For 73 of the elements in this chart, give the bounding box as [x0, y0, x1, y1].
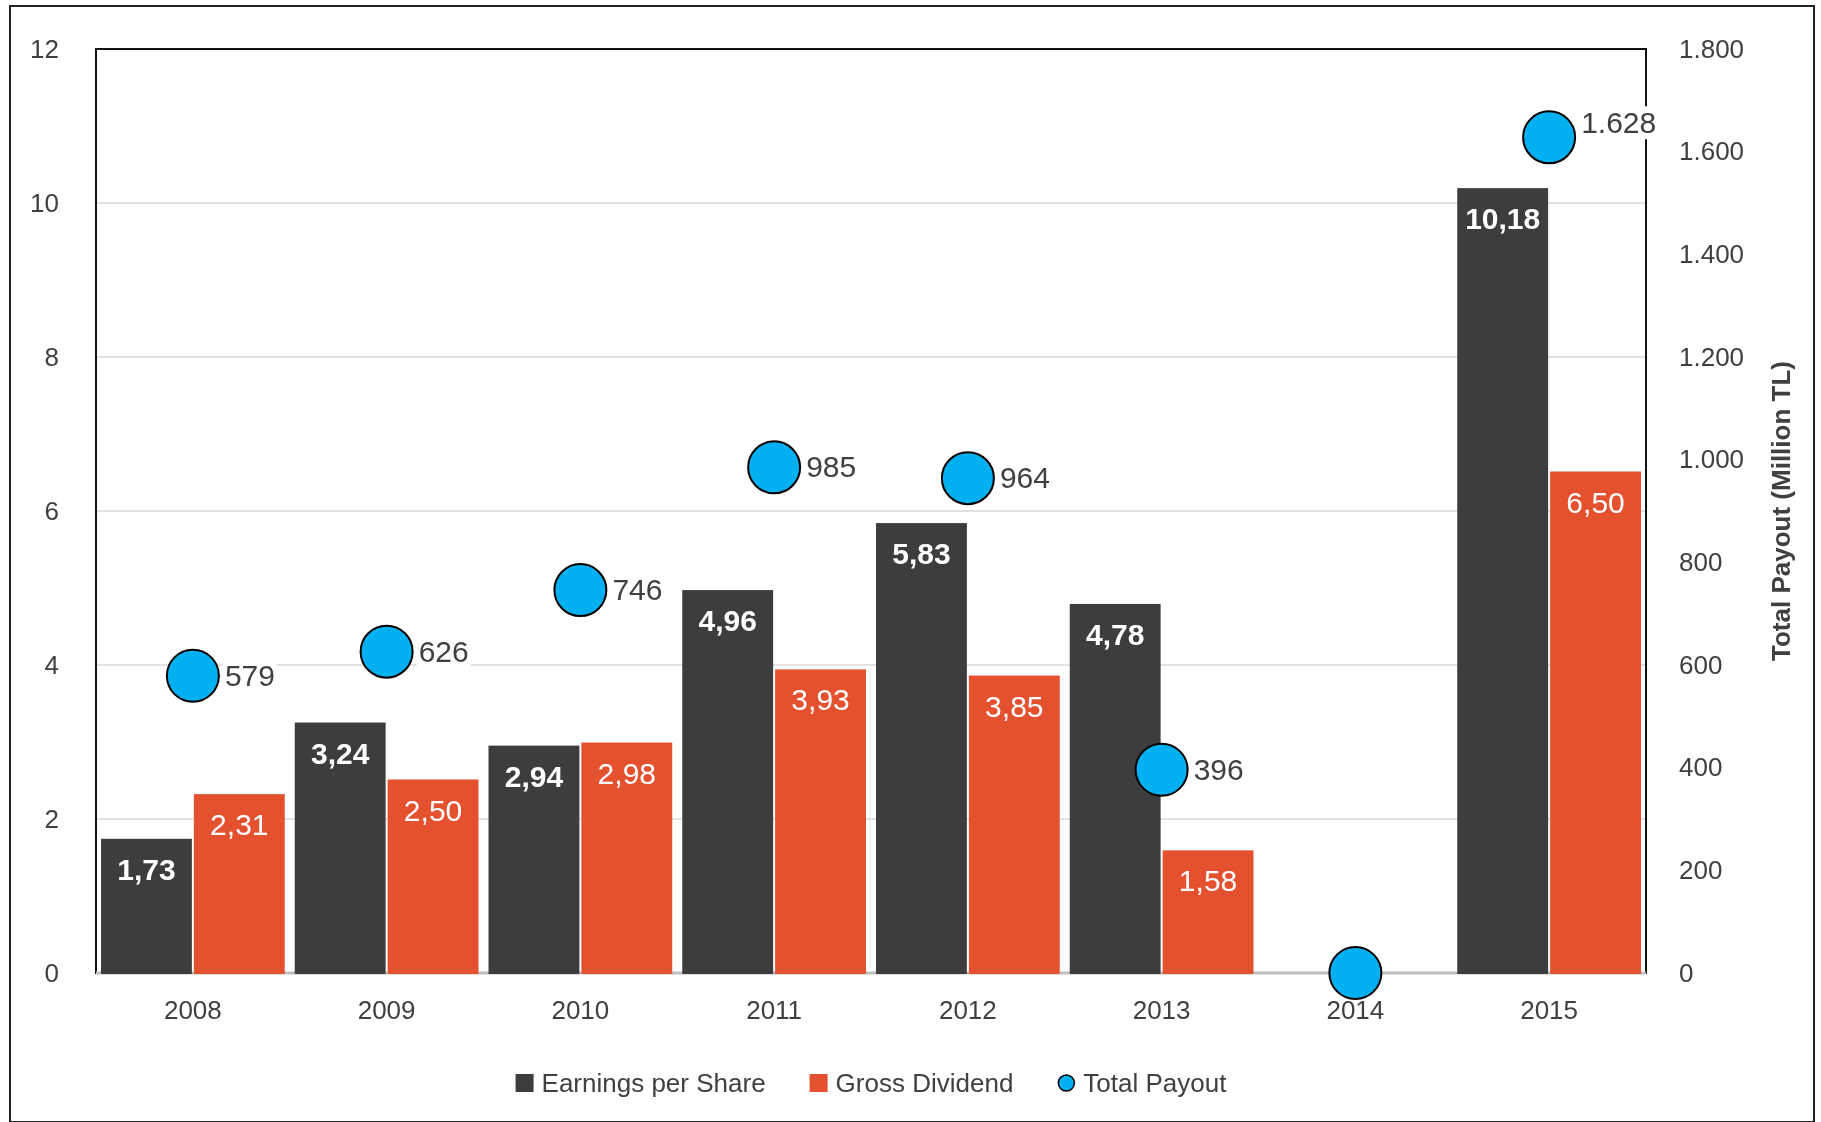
bar	[1162, 850, 1254, 974]
bar	[387, 779, 479, 974]
bar	[294, 722, 386, 974]
data-label: 5,83	[892, 537, 951, 571]
point	[553, 563, 608, 618]
data-label: 746	[612, 573, 663, 607]
point	[1328, 946, 1383, 1000]
data-label: 2,50	[403, 793, 463, 827]
y-tick-label: 4	[44, 649, 59, 680]
data-label: 3,85	[985, 689, 1044, 723]
y-tick-label: 8	[44, 341, 59, 372]
y2-axis-title: Total Payout (Million TL)	[1766, 361, 1796, 661]
y2-tick-label: 1.800	[1679, 33, 1745, 64]
x-tick-label: 2009	[357, 995, 416, 1026]
data-label: 2,31	[210, 808, 269, 842]
data-label: 964	[999, 461, 1050, 495]
point	[359, 624, 414, 679]
y-tick-label: 12	[30, 33, 59, 64]
data-label: 2,98	[597, 756, 657, 790]
x-tick-label: 2010	[551, 995, 610, 1026]
bar	[1069, 603, 1161, 974]
y-tick-label: 0	[44, 957, 59, 988]
y-tick-label: 2	[44, 803, 59, 834]
data-label: 6,50	[1566, 485, 1625, 519]
legend-item: Total Payout	[1057, 1068, 1227, 1098]
legend-item: Gross Dividend	[809, 1068, 1014, 1098]
data-label: 3,93	[791, 683, 850, 717]
legend-item: Earnings per Share	[515, 1068, 766, 1098]
bar	[682, 590, 774, 974]
y2-tick-label: 1.000	[1679, 444, 1745, 475]
x-tick-label: 2012	[938, 995, 997, 1026]
bar	[488, 745, 580, 974]
y-tick-label: 6	[44, 495, 59, 526]
legend-label: Total Payout	[1083, 1068, 1228, 1098]
bar	[968, 675, 1060, 974]
bar	[876, 523, 967, 974]
x-tick-label: 2015	[1520, 995, 1579, 1026]
data-label: 1,58	[1178, 864, 1238, 898]
data-label: 579	[224, 658, 275, 692]
y2-tick-label: 1.600	[1679, 136, 1745, 167]
bar	[581, 742, 673, 974]
point	[940, 451, 995, 506]
data-label: 985	[806, 450, 857, 484]
x-tick-label: 2013	[1132, 995, 1191, 1026]
data-label: 626	[418, 634, 469, 668]
data-label: 1.628	[1581, 106, 1657, 140]
point	[1134, 742, 1189, 797]
y2-tick-label: 600	[1679, 649, 1723, 680]
y2-tick-label: 200	[1679, 855, 1723, 886]
x-tick-label: 2008	[163, 995, 222, 1026]
point	[165, 648, 220, 703]
bar	[1457, 188, 1549, 974]
y2-tick-label: 0	[1679, 957, 1694, 988]
data-label: 4,96	[698, 604, 757, 638]
bar	[775, 669, 866, 974]
y2-tick-label: 800	[1679, 547, 1723, 578]
point	[1522, 110, 1577, 165]
point	[747, 440, 802, 495]
y2-tick-label: 400	[1679, 752, 1723, 783]
data-label: 2,94	[504, 759, 564, 793]
x-tick-label: 2011	[746, 995, 803, 1026]
data-label: 396	[1193, 752, 1244, 786]
data-label: 3,24	[310, 736, 370, 770]
bar	[101, 838, 192, 974]
bar	[193, 794, 285, 974]
x-tick-label: 2014	[1326, 995, 1385, 1026]
y-tick-label: 10	[30, 187, 59, 218]
bar	[1550, 471, 1641, 974]
data-label: 1,73	[117, 852, 176, 886]
y2-tick-label: 1.200	[1679, 341, 1745, 372]
data-label: 10,18	[1465, 202, 1541, 236]
y2-tick-label: 1.400	[1679, 239, 1745, 270]
data-label: 4,78	[1085, 617, 1145, 651]
